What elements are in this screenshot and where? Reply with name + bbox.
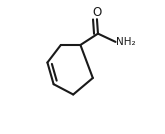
Text: NH₂: NH₂: [116, 37, 136, 47]
Text: O: O: [92, 6, 102, 19]
